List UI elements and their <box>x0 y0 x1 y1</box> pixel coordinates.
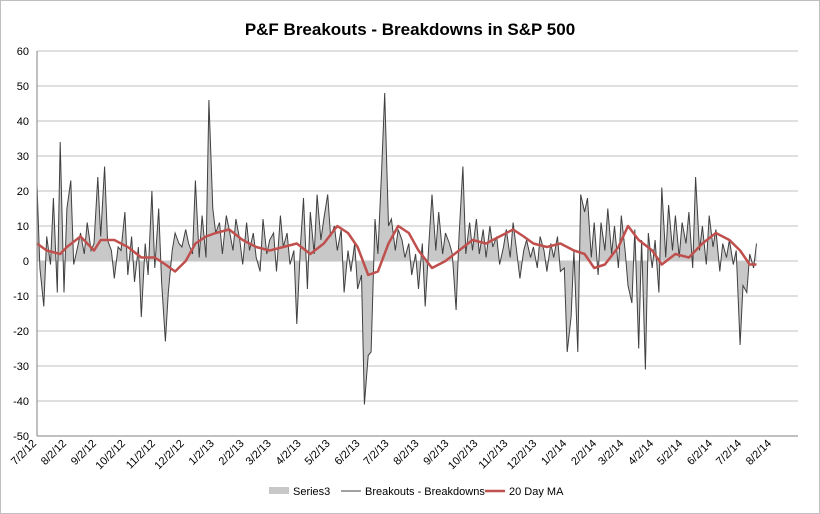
legend-label: Breakouts - Breakdowns <box>365 486 485 498</box>
ma-series <box>36 224 757 277</box>
legend-item: Series3 <box>269 486 330 498</box>
y-tick-labels: -50 -40 -30 -20 -10 0 10 20 30 40 50 60 <box>13 46 29 443</box>
x-tick-label: 2/2/13 <box>217 438 247 468</box>
x-tick-label: 10/2/13 <box>446 438 480 472</box>
x-tick-label: 12/2/13 <box>505 438 539 472</box>
y-tick-label: 0 <box>23 256 29 268</box>
x-tick-label: 4/2/13 <box>274 438 304 468</box>
y-tick-label: -10 <box>13 291 29 303</box>
y-tick-label: 50 <box>17 81 29 93</box>
x-tick-label: 6/2/14 <box>685 438 715 468</box>
x-tick-label: 6/2/13 <box>333 438 363 468</box>
x-tick-label: 1/2/13 <box>187 438 217 468</box>
legend: Series3 Breakouts - Breakdowns 20 Day MA <box>269 486 564 498</box>
chart-title: P&F Breakouts - Breakdowns in S&P 500 <box>245 20 575 39</box>
x-tick-label: 5/2/13 <box>303 438 333 468</box>
x-tick-label: 1/2/14 <box>539 438 569 468</box>
legend-label: 20 Day MA <box>509 486 564 498</box>
x-tick-label: 8/2/12 <box>39 438 69 468</box>
legend-item: 20 Day MA <box>485 486 564 498</box>
x-tick-label: 7/2/14 <box>714 438 744 468</box>
breakouts-breakdowns-series <box>36 92 757 405</box>
y-tick-label: -20 <box>13 326 29 338</box>
legend-label: Series3 <box>293 486 330 498</box>
axes <box>36 51 798 437</box>
breakouts-breakdowns-line <box>36 92 757 405</box>
x-tick-label: 11/2/12 <box>124 438 158 472</box>
y-tick-label: 20 <box>17 186 29 198</box>
series3-area-path <box>37 93 757 405</box>
y-tick-label: -50 <box>13 431 29 443</box>
y-tick-label: 40 <box>17 116 29 128</box>
y-tick-label: 60 <box>17 46 29 58</box>
y-tick-label: -30 <box>13 361 29 373</box>
y-tick-label: -40 <box>13 396 29 408</box>
x-tick-label: 8/2/13 <box>391 438 421 468</box>
x-tick-label: 2/2/14 <box>569 438 599 468</box>
x-tick-label: 8/2/14 <box>744 438 774 468</box>
x-tick-label: 12/2/12 <box>152 438 186 472</box>
x-tick-label: 11/2/13 <box>477 438 511 472</box>
series3-area <box>37 93 757 405</box>
y-tick-label: 30 <box>17 151 29 163</box>
x-tick-label: 4/2/14 <box>626 438 656 468</box>
x-tick-label: 5/2/14 <box>655 438 685 468</box>
legend-swatch <box>269 487 289 494</box>
ma-line <box>36 224 757 277</box>
legend-item: Breakouts - Breakdowns <box>341 486 485 498</box>
x-tick-label: 7/2/13 <box>361 438 391 468</box>
x-tick-label: 10/2/12 <box>94 438 128 472</box>
x-tick-label: 3/2/14 <box>596 438 626 468</box>
x-tick-label: 3/2/13 <box>244 438 274 468</box>
y-tick-label: 10 <box>17 221 29 233</box>
